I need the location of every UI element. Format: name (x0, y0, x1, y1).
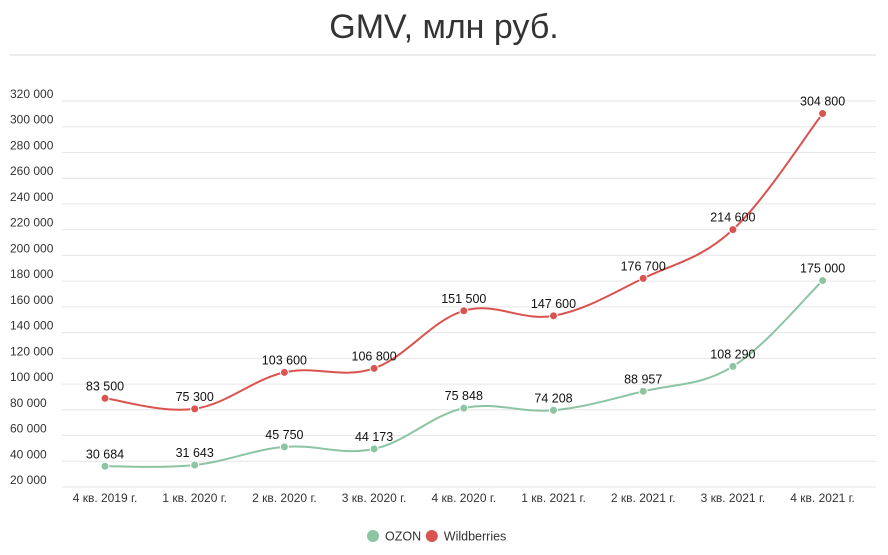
data-label-wildberries: 176 700 (621, 259, 666, 273)
series-line-wildberries (104, 112, 824, 411)
legend-marker-wildberries (425, 530, 438, 542)
chart-title: GMV, млн руб. (329, 8, 559, 46)
point-wildberries[interactable] (549, 311, 558, 321)
point-ozon[interactable] (100, 461, 110, 471)
point-ozon[interactable] (190, 460, 200, 470)
x-tick-label: 3 кв. 2020 г. (342, 491, 407, 505)
y-tick-label: 140 000 (10, 319, 54, 333)
legend[interactable]: OZON Wildberries (367, 530, 506, 544)
data-label-wildberries: 214 600 (710, 211, 755, 225)
x-tick-label: 4 кв. 2019 г. (73, 491, 138, 505)
y-tick-label: 200 000 (10, 241, 54, 255)
legend-marker-ozon (367, 530, 379, 542)
y-tick-label: 320 000 (10, 87, 54, 101)
point-ozon[interactable] (728, 361, 738, 371)
x-tick-label: 1 кв. 2021 г. (521, 491, 586, 505)
point-wildberries[interactable] (728, 225, 738, 235)
point-wildberries[interactable] (190, 404, 200, 414)
data-label-ozon: 45 750 (265, 428, 303, 442)
data-label-ozon: 108 290 (710, 347, 755, 361)
data-label-ozon: 31 643 (176, 446, 214, 460)
y-tick-label: 100 000 (10, 370, 54, 384)
data-label-wildberries: 304 800 (800, 95, 845, 109)
point-ozon[interactable] (549, 405, 558, 415)
x-tick-label: 2 кв. 2020 г. (252, 491, 317, 505)
y-tick-label: 220 000 (10, 216, 54, 230)
data-label-ozon: 44 173 (355, 430, 393, 444)
point-wildberries[interactable] (279, 367, 289, 377)
y-tick-label: 240 000 (10, 190, 54, 204)
data-label-ozon: 74 208 (534, 391, 572, 405)
x-tick-label: 3 кв. 2021 г. (701, 491, 766, 505)
grid-lines (10, 54, 876, 488)
data-label-ozon: 175 000 (800, 262, 845, 276)
point-wildberries[interactable] (100, 393, 110, 403)
data-label-wildberries: 103 600 (262, 353, 307, 367)
point-wildberries[interactable] (459, 306, 469, 316)
data-label-ozon: 88 957 (624, 372, 662, 386)
x-tick-label: 2 кв. 2021 г. (611, 491, 676, 505)
point-wildberries[interactable] (818, 109, 828, 119)
x-tick-label: 1 кв. 2020 г. (162, 491, 227, 505)
y-tick-label: 20 000 (10, 473, 47, 487)
data-label-wildberries: 147 600 (531, 297, 576, 311)
data-label-ozon: 75 848 (445, 389, 483, 403)
point-ozon[interactable] (459, 403, 469, 413)
point-ozon[interactable] (369, 444, 379, 454)
y-tick-label: 120 000 (10, 344, 54, 358)
point-ozon[interactable] (818, 276, 828, 286)
point-wildberries[interactable] (369, 363, 379, 373)
data-label-wildberries: 106 800 (352, 349, 397, 363)
point-ozon[interactable] (279, 442, 289, 452)
legend-item-wildberries[interactable]: Wildberries (425, 530, 507, 544)
point-wildberries[interactable] (638, 273, 648, 283)
x-tick-label: 4 кв. 2020 г. (432, 491, 497, 505)
legend-label-ozon: OZON (385, 530, 421, 544)
y-tick-label: 180 000 (10, 267, 54, 281)
y-tick-label: 260 000 (10, 164, 54, 178)
y-tick-label: 160 000 (10, 293, 54, 307)
data-label-wildberries: 83 500 (86, 379, 124, 393)
series-lines (100, 109, 828, 471)
legend-label-wildberries: Wildberries (444, 530, 507, 544)
y-axis: 20 000 40 000 60 000 80 000 100 000 120 000 14… (10, 87, 54, 487)
y-tick-label: 60 000 (10, 422, 47, 436)
y-tick-label: 300 000 (10, 113, 54, 127)
data-label-wildberries: 75 300 (176, 390, 214, 404)
data-label-wildberries: 151 500 (441, 292, 486, 306)
x-tick-label: 4 кв. 2021 г. (790, 491, 855, 505)
y-tick-label: 40 000 (10, 447, 47, 461)
data-labels: 30 684 31 643 45 750 44 173 75 848 74 208 88 9… (86, 95, 845, 462)
x-axis: 4 кв. 2019 г. 1 кв. 2020 г. 2 кв. 2020 г. 3… (73, 491, 855, 505)
y-tick-label: 80 000 (10, 396, 47, 410)
point-ozon[interactable] (638, 386, 648, 396)
legend-item-ozon[interactable]: OZON (367, 530, 421, 544)
y-tick-label: 280 000 (10, 138, 54, 152)
data-label-ozon: 30 684 (86, 447, 124, 461)
